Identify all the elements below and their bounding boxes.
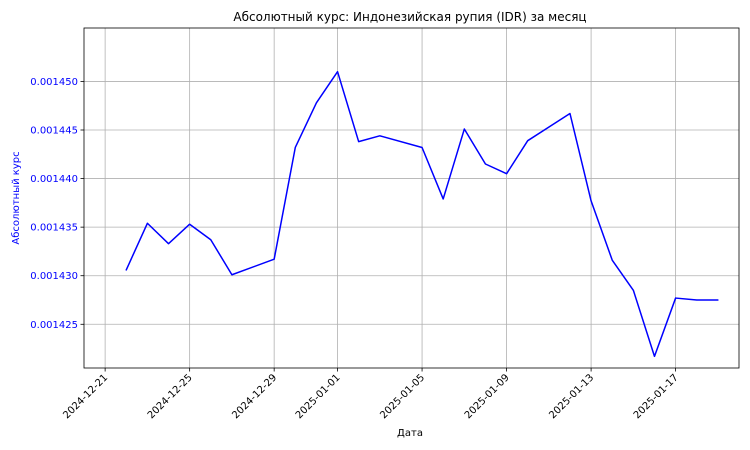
data-point (357, 140, 360, 143)
x-axis-label: Дата (397, 428, 423, 439)
data-point (230, 273, 233, 276)
series-layer (125, 70, 719, 358)
chart-title: Абсолютный курс: Индонезийская рупия (ID… (233, 10, 586, 24)
data-point (273, 258, 276, 261)
data-point (632, 289, 635, 292)
data-point (653, 355, 656, 358)
y-tick-label: 0.001450 (30, 77, 78, 88)
y-axis-ticks: 0.001425 0.001430 0.001435 0.001440 0.001445… (30, 77, 84, 331)
y-tick-label: 0.001445 (30, 126, 78, 137)
data-point (315, 101, 318, 104)
data-point (674, 297, 677, 300)
data-point (505, 172, 508, 175)
data-point (378, 134, 381, 137)
y-tick-label: 0.001430 (30, 271, 78, 282)
data-point (146, 222, 149, 225)
data-point (209, 238, 212, 241)
data-point (294, 146, 297, 149)
data-point (336, 70, 339, 73)
plot-frame (83, 27, 740, 369)
data-point (568, 112, 571, 115)
series-line (125, 70, 719, 358)
data-point (526, 139, 529, 142)
data-point (442, 197, 445, 200)
data-point (125, 268, 128, 271)
y-tick-label: 0.001435 (30, 223, 78, 234)
data-point (188, 223, 191, 226)
data-point (167, 242, 170, 245)
data-point (463, 128, 466, 131)
y-tick-label: 0.001425 (30, 320, 78, 331)
y-tick-label: 0.001440 (30, 174, 78, 185)
data-point (716, 299, 719, 302)
data-point (590, 199, 593, 202)
data-point (421, 146, 424, 149)
y-axis-label: Абсолютный курс (11, 151, 22, 244)
data-point (695, 299, 698, 302)
data-point (611, 259, 614, 262)
data-point (484, 163, 487, 166)
